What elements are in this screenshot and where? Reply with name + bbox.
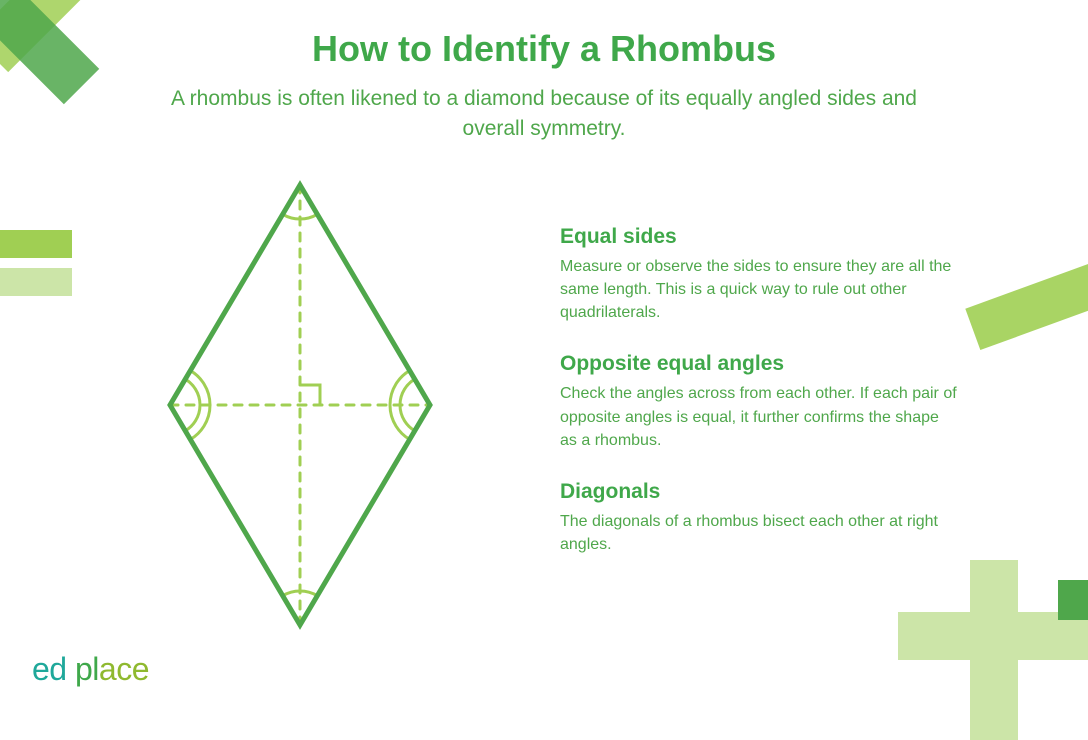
logo-ed: ed — [32, 651, 75, 687]
section-title: Diagonals — [560, 480, 1028, 504]
page-subtitle: A rhombus is often likened to a diamond … — [164, 84, 924, 145]
section-body: The diagonals of a rhombus bisect each o… — [560, 510, 960, 556]
section-body: Measure or observe the sides to ensure t… — [560, 255, 960, 325]
content-row: Equal sides Measure or observe the sides… — [0, 145, 1088, 635]
logo-ace: ace — [99, 651, 149, 687]
decor-br-square — [1058, 580, 1088, 620]
brand-logo: ed place — [32, 651, 149, 688]
text-column: Equal sides Measure or observe the sides… — [540, 175, 1028, 635]
decor-left-bar-1 — [0, 230, 72, 258]
section-diagonals: Diagonals The diagonals of a rhombus bis… — [560, 480, 1028, 556]
decor-left-bar-2 — [0, 268, 72, 296]
section-title: Opposite equal angles — [560, 352, 1028, 376]
logo-pl: pl — [75, 651, 99, 687]
section-title: Equal sides — [560, 225, 1028, 249]
section-opposite-angles: Opposite equal angles Check the angles a… — [560, 352, 1028, 452]
diagram-column — [60, 175, 540, 635]
rhombus-diagram — [140, 175, 460, 635]
section-body: Check the angles across from each other.… — [560, 382, 960, 452]
decor-br-plus-v — [970, 560, 1018, 740]
page-title: How to Identify a Rhombus — [0, 0, 1088, 70]
section-equal-sides: Equal sides Measure or observe the sides… — [560, 225, 1028, 325]
